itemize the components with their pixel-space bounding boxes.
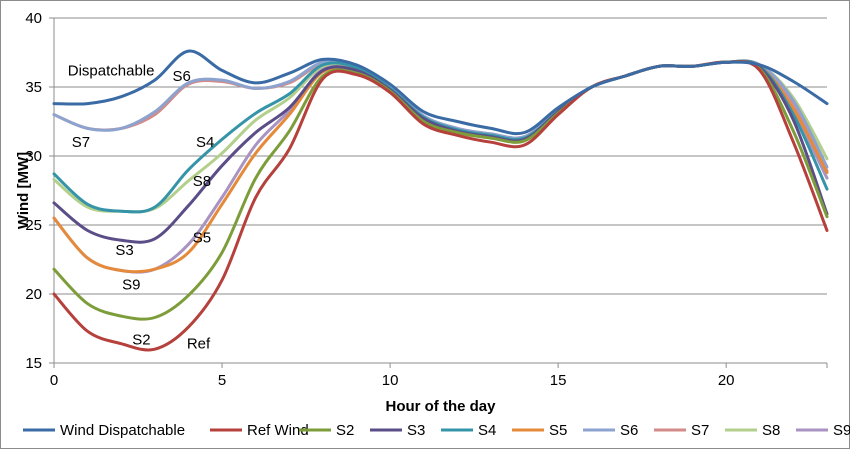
series-lines xyxy=(52,49,829,352)
annotation-label: S9 xyxy=(122,276,140,293)
series-line-s9 xyxy=(52,59,829,274)
series-line-s8 xyxy=(52,59,829,214)
series-line-ref-wind xyxy=(52,60,829,352)
legend-label: S3 xyxy=(407,422,425,439)
series-annotations: Dispatchable S6 S7 S4 S8 S3 S5 S9 S2 Ref xyxy=(68,62,215,352)
legend-label: Wind Dispatchable xyxy=(60,422,185,439)
legend-label: Ref Wind xyxy=(247,422,309,439)
y-tick-label: 35 xyxy=(25,79,42,96)
series-line-s6 xyxy=(52,59,829,169)
x-tick-labels: 0 5 10 15 20 xyxy=(50,363,828,389)
annotation-label: S5 xyxy=(193,229,211,246)
axes xyxy=(53,18,827,364)
y-tick-label: 40 xyxy=(25,10,42,27)
x-axis-title: Hour of the day xyxy=(385,398,496,415)
series-line-s5 xyxy=(52,59,829,274)
series-line-s3 xyxy=(52,59,829,244)
legend-label: S9 xyxy=(833,422,850,439)
series-line-wind-dispatchable xyxy=(52,49,829,136)
annotation-label: S2 xyxy=(132,332,150,349)
y-tick-label: 15 xyxy=(25,355,42,372)
annotation-label: S8 xyxy=(193,173,211,190)
annotation-label: Dispatchable xyxy=(68,62,155,79)
y-axis-title: Wind [MW] xyxy=(15,152,32,229)
annotation-label: S4 xyxy=(196,134,214,151)
legend-label: S7 xyxy=(691,422,709,439)
annotation-label: Ref xyxy=(187,336,211,353)
series-line-s7 xyxy=(52,59,829,173)
y-tick-label: 25 xyxy=(25,217,42,234)
legend-label: S5 xyxy=(549,422,567,439)
legend: Wind Dispatchable Ref Wind S2 S3 S4 S5 S6 S7 S8 S… xyxy=(23,422,850,439)
legend-label: S2 xyxy=(336,422,354,439)
legend-label: S4 xyxy=(478,422,496,439)
y-tick-label: 20 xyxy=(25,286,42,303)
annotation-label: S7 xyxy=(72,134,90,151)
annotation-label: S6 xyxy=(173,68,191,85)
x-tick-label: 5 xyxy=(218,372,226,389)
x-tick-label: 0 xyxy=(50,372,58,389)
legend-label: S6 xyxy=(620,422,638,439)
x-tick-label: 10 xyxy=(382,372,399,389)
y-tick-label: 30 xyxy=(25,148,42,165)
y-tick-labels: 15 20 25 30 35 40 xyxy=(25,10,54,372)
legend-label: S8 xyxy=(762,422,780,439)
series-line-s4 xyxy=(52,59,829,214)
annotation-label: S3 xyxy=(115,242,133,259)
x-tick-label: 15 xyxy=(550,372,567,389)
x-tick-label: 20 xyxy=(718,372,735,389)
